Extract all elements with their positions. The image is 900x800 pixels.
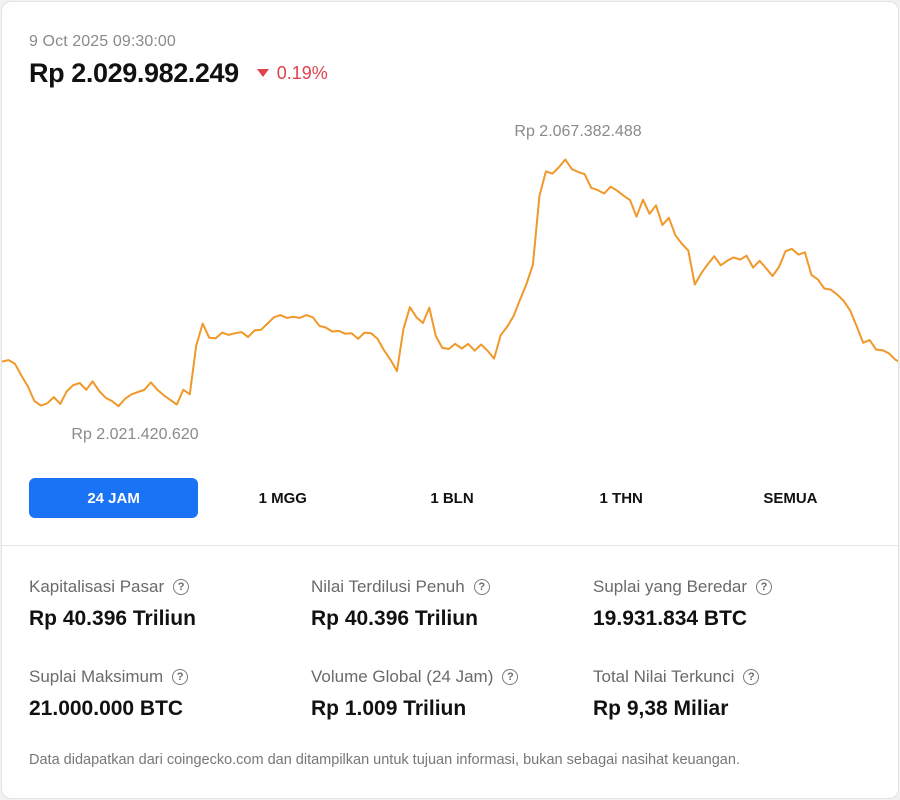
price-chart-svg: Rp 2.067.382.488 Rp 2.021.420.620: [2, 123, 898, 443]
question-circle-icon[interactable]: ?: [172, 669, 189, 685]
price-change-percent: 0.19%: [276, 62, 328, 83]
triangle-down-icon: [256, 69, 269, 77]
min-price-label: Rp 2.021.420.620: [71, 426, 198, 443]
stat-label: Volume Global (24 Jam): [311, 667, 494, 686]
stat-label: Suplai Maksimum: [29, 667, 164, 686]
stat-value: Rp 40.396 Triliun: [29, 607, 196, 630]
tab-1-bln[interactable]: 1 BLN: [430, 489, 474, 507]
stat-value: Rp 40.396 Triliun: [311, 607, 478, 630]
tab-semua[interactable]: SEMUA: [763, 489, 818, 507]
stat-value: 19.931.834 BTC: [593, 607, 748, 630]
stat-total-value-locked: Total Nilai Terkunci ? Rp 9,38 Miliar: [593, 665, 873, 721]
max-price-label: Rp 2.067.382.488: [514, 123, 641, 140]
question-circle-icon[interactable]: ?: [173, 579, 190, 595]
stat-max-supply: Suplai Maksimum ? 21.000.000 BTC: [29, 665, 309, 721]
stat-value: 21.000.000 BTC: [29, 697, 184, 720]
stat-value: Rp 1.009 Triliun: [311, 697, 467, 720]
question-circle-icon[interactable]: ?: [502, 669, 519, 685]
tab-1-thn[interactable]: 1 THN: [599, 489, 643, 507]
stat-global-volume: Volume Global (24 Jam) ? Rp 1.009 Triliu…: [311, 665, 591, 721]
stat-circulating-supply: Suplai yang Beredar ? 19.931.834 BTC: [593, 575, 873, 631]
stat-market-cap: Kapitalisasi Pasar ? Rp 40.396 Triliun: [29, 575, 309, 631]
stat-value: Rp 9,38 Miliar: [593, 697, 729, 720]
stat-fully-diluted: Nilai Terdilusi Penuh ? Rp 40.396 Triliu…: [311, 575, 591, 631]
tab-1-mgg[interactable]: 1 MGG: [258, 489, 307, 507]
stat-label: Kapitalisasi Pasar: [29, 577, 165, 596]
question-circle-icon[interactable]: ?: [756, 579, 773, 595]
current-price: Rp 2.029.982.249: [29, 57, 239, 88]
divider: [2, 545, 898, 546]
stat-label: Total Nilai Terkunci: [593, 667, 735, 686]
question-circle-icon[interactable]: ?: [743, 669, 760, 685]
timestamp: 9 Oct 2025 09:30:00: [29, 33, 176, 50]
stat-label: Nilai Terdilusi Penuh: [311, 577, 465, 596]
question-circle-icon[interactable]: ?: [473, 579, 490, 595]
disclaimer: Data didapatkan dari coingecko.com dan d…: [29, 752, 740, 768]
price-chart[interactable]: Rp 2.067.382.488 Rp 2.021.420.620: [2, 112, 898, 452]
price-change: 0.19%: [256, 62, 328, 84]
time-range-tabs: 24 JAM 1 MGG 1 BLN 1 THN SEMUA: [29, 478, 875, 518]
price-row: Rp 2.029.982.249 0.19%: [29, 56, 328, 90]
stat-label: Suplai yang Beredar: [593, 577, 748, 596]
tab-24-jam[interactable]: 24 JAM: [29, 478, 199, 518]
price-series-line: [2, 158, 898, 408]
